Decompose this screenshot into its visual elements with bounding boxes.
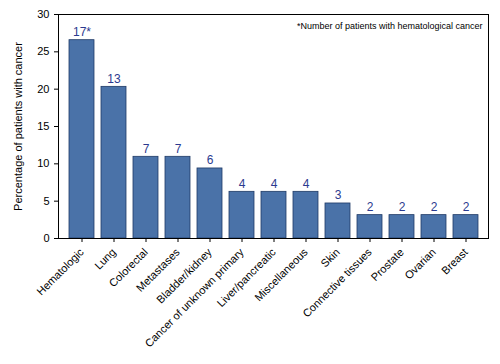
- svg-text:Prostate: Prostate: [368, 246, 405, 283]
- svg-text:17*: 17*: [73, 25, 91, 39]
- svg-text:Connective tissues: Connective tissues: [300, 245, 374, 319]
- svg-text:Bladder/kidney: Bladder/kidney: [154, 245, 214, 305]
- svg-text:15: 15: [37, 120, 49, 132]
- svg-text:2: 2: [463, 200, 470, 214]
- svg-text:25: 25: [37, 45, 49, 57]
- svg-text:30: 30: [37, 8, 49, 20]
- svg-text:Hematologic: Hematologic: [34, 245, 86, 297]
- svg-text:7: 7: [175, 142, 182, 156]
- svg-text:*Number of patients with hemat: *Number of patients with hematological c…: [297, 21, 483, 31]
- svg-text:Lung: Lung: [92, 246, 118, 272]
- svg-text:10: 10: [37, 157, 49, 169]
- svg-text:Percentage of patients with ca: Percentage of patients with cancer: [12, 42, 24, 211]
- svg-text:6: 6: [207, 153, 214, 167]
- svg-text:4: 4: [271, 177, 278, 191]
- svg-text:Cancer of unknown primary: Cancer of unknown primary: [142, 245, 246, 350]
- svg-text:Skin: Skin: [318, 246, 342, 270]
- svg-text:13: 13: [107, 72, 121, 86]
- svg-text:2: 2: [399, 200, 406, 214]
- svg-text:Colorectal: Colorectal: [106, 245, 150, 290]
- svg-text:Ovarian: Ovarian: [402, 246, 438, 282]
- svg-text:0: 0: [43, 232, 49, 244]
- svg-text:4: 4: [303, 177, 310, 191]
- svg-text:Metastases: Metastases: [133, 245, 182, 294]
- svg-text:Liver/pancreatic: Liver/pancreatic: [214, 245, 278, 310]
- svg-text:20: 20: [37, 83, 49, 95]
- svg-text:4: 4: [239, 177, 246, 191]
- svg-text:7: 7: [143, 142, 150, 156]
- svg-text:5: 5: [43, 195, 49, 207]
- svg-text:Breast: Breast: [439, 246, 470, 277]
- svg-text:2: 2: [367, 200, 374, 214]
- svg-text:Miscellaneous: Miscellaneous: [252, 245, 310, 303]
- svg-text:3: 3: [335, 188, 342, 202]
- svg-text:2: 2: [431, 200, 438, 214]
